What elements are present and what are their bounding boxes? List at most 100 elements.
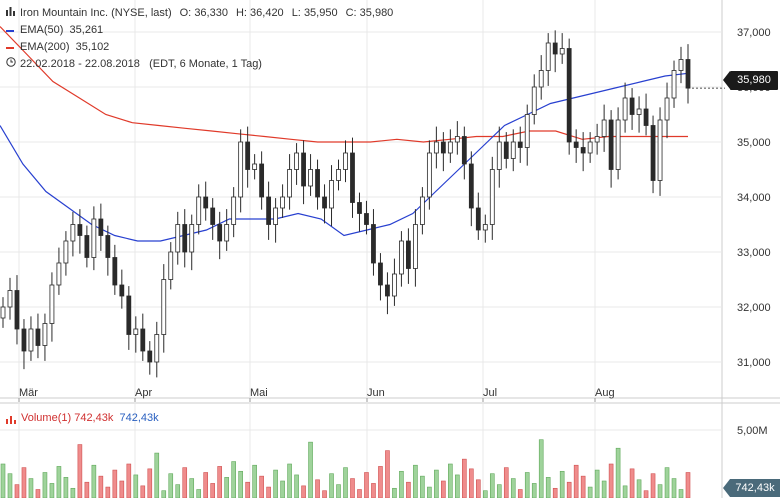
volume-legend: Volume(1) 742,43k 742,43k	[6, 411, 159, 425]
volume-bar-up	[308, 441, 313, 499]
range-info: (EDT, 6 Monate, 1 Tag)	[149, 58, 262, 70]
candle-body-down	[322, 196, 327, 209]
candle-body-down	[475, 207, 481, 231]
volume-tick-label: 5,00M	[737, 425, 768, 437]
candle-body-down	[259, 163, 265, 198]
candle-body-down	[203, 196, 209, 209]
candle-body-up	[615, 119, 621, 170]
candle	[650, 115, 656, 194]
volume-bar-down	[21, 467, 27, 499]
x-tick-label: Jul	[483, 387, 497, 399]
candle	[168, 242, 174, 290]
volume-bar-up	[63, 477, 69, 499]
candle-body-down	[217, 224, 223, 242]
candle	[252, 154, 258, 180]
candle	[622, 82, 628, 133]
volume-bar-down	[580, 475, 586, 499]
volume-bar-up	[168, 473, 174, 499]
candle	[98, 203, 104, 251]
x-tick-label: Aug	[595, 387, 615, 399]
volume-bar-up	[91, 464, 97, 499]
volume-bar-up	[189, 478, 195, 499]
legend-range-row: 22.02.2018 - 22.08.2018 (EDT, 6 Monate, …	[6, 56, 393, 73]
volume-bar-up	[336, 484, 341, 499]
candle-body-up	[154, 334, 160, 363]
low-value: 35,950	[303, 7, 338, 19]
volume-bar-up	[7, 473, 13, 499]
candle-body-up	[49, 284, 55, 324]
candle-body-down	[371, 224, 376, 264]
y-tick-label: 37,000	[737, 27, 771, 39]
volume-bar-down	[462, 458, 467, 499]
candle-body-down	[301, 152, 306, 187]
candle	[385, 272, 390, 315]
candle	[517, 126, 523, 163]
volume-bar-down	[643, 490, 649, 499]
candle-body-up	[419, 196, 425, 225]
volume-bar-down	[441, 480, 446, 499]
candle-body-down	[21, 328, 27, 352]
candle-body-down	[503, 141, 509, 159]
volume-bar-down	[203, 472, 209, 499]
volume-bar-up	[524, 472, 530, 499]
candle	[587, 132, 593, 163]
candle-body-up	[91, 218, 97, 258]
date-range: 22.02.2018 - 22.08.2018	[20, 58, 140, 70]
candle-body-down	[385, 284, 390, 297]
volume-bar-down	[322, 490, 327, 499]
open-value: 36,330	[194, 7, 228, 19]
volume-bar-up	[196, 489, 202, 499]
candle	[412, 209, 418, 287]
volume-bar-up	[42, 472, 48, 499]
candle-body-up	[133, 328, 139, 335]
ema50-swatch	[6, 29, 14, 32]
candle	[329, 165, 334, 227]
candle	[21, 319, 27, 370]
candle	[147, 341, 153, 375]
candle	[496, 126, 502, 188]
candle-body-up	[231, 196, 237, 225]
volume-bar-down	[266, 486, 271, 499]
last-volume-tag: 742,43k	[723, 479, 780, 497]
volume-bar-up	[664, 467, 670, 499]
volume-bar-up	[294, 474, 299, 499]
volume-bar-up	[392, 487, 397, 499]
ema200-value: 35,102	[75, 41, 110, 53]
volume-bar-down	[469, 468, 474, 499]
candle	[664, 82, 670, 139]
volume-bar-up	[448, 463, 453, 499]
y-tick-label: 32,000	[737, 302, 771, 314]
candle	[77, 209, 83, 254]
candle	[140, 313, 146, 361]
volume-bar-up	[594, 469, 600, 499]
candle-body-up	[308, 169, 313, 187]
clock-icon	[6, 56, 16, 73]
volume-bar-down	[210, 483, 215, 499]
candle	[210, 198, 216, 240]
candle	[489, 156, 495, 240]
candle	[7, 277, 13, 320]
candle	[378, 253, 383, 301]
candle-body-up	[636, 108, 642, 115]
candle	[629, 88, 635, 130]
candle-body-down	[406, 240, 411, 269]
candle	[14, 275, 20, 345]
candle	[343, 140, 348, 183]
ema200-line	[0, 26, 688, 143]
candle-body-down	[112, 257, 118, 286]
candle	[392, 258, 397, 306]
candle	[566, 38, 572, 155]
candle-body-up	[56, 262, 62, 286]
candle	[636, 96, 642, 133]
candle	[406, 228, 411, 284]
candle	[594, 123, 600, 155]
candle	[91, 206, 97, 271]
volume-bar-down	[357, 489, 362, 499]
y-tick-label: 35,000	[737, 137, 771, 149]
candle-body-up	[538, 70, 544, 88]
candle	[615, 107, 621, 180]
volume-bar-down	[378, 466, 383, 499]
candle	[608, 110, 614, 188]
candle	[364, 200, 369, 235]
